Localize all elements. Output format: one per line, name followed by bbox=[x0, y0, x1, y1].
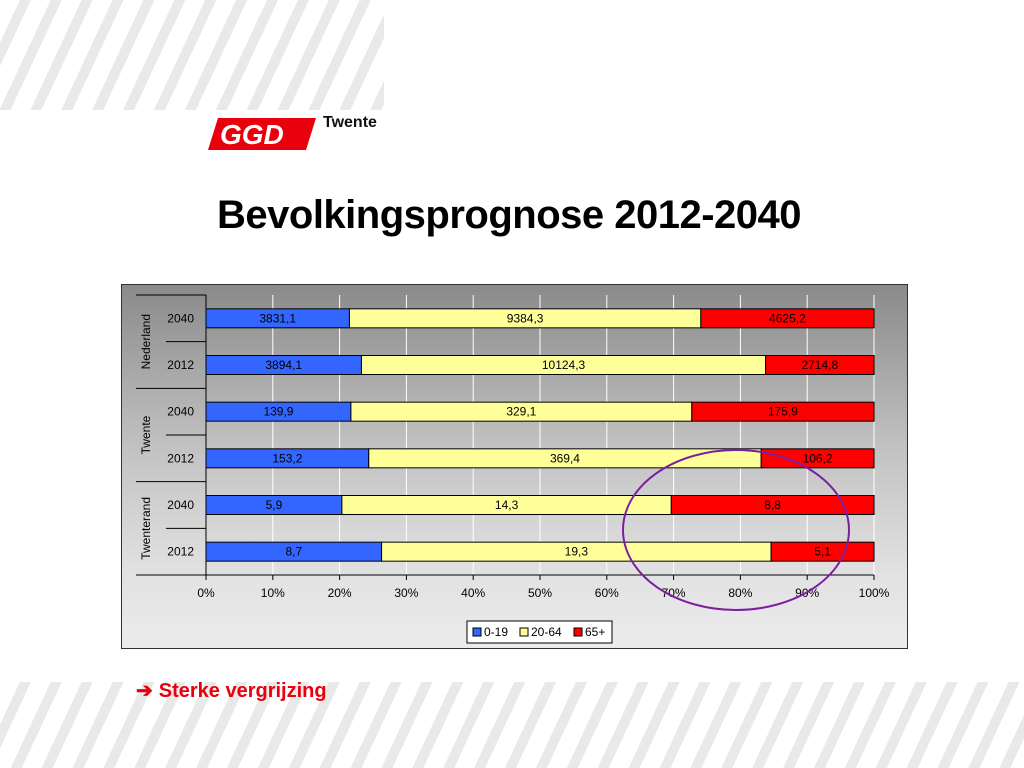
group-label: Twente bbox=[139, 415, 153, 454]
data-label: 175,9 bbox=[768, 405, 798, 419]
data-label: 153,2 bbox=[272, 451, 302, 465]
y-tick-label: 2012 bbox=[167, 358, 194, 372]
data-label: 19,3 bbox=[565, 545, 589, 559]
legend-swatch bbox=[519, 627, 529, 637]
data-label: 4625,2 bbox=[769, 311, 806, 325]
x-tick-label: 0% bbox=[197, 586, 215, 600]
legend-swatch bbox=[573, 627, 583, 637]
legend-label: 65+ bbox=[585, 625, 605, 639]
conclusion-label: Sterke vergrijzing bbox=[158, 680, 327, 702]
conclusion-text: ➔ Sterke vergrijzing bbox=[136, 678, 327, 703]
bar-segment bbox=[670, 495, 875, 515]
data-label: 9384,3 bbox=[507, 311, 544, 325]
group-label: Nederland bbox=[139, 314, 153, 369]
x-tick-label: 40% bbox=[461, 586, 485, 600]
highlight-ellipse bbox=[622, 449, 850, 611]
y-tick-label: 2012 bbox=[167, 451, 194, 465]
data-label: 5,1 bbox=[814, 545, 831, 559]
page-title: Bevolkingsprognose 2012-2040 bbox=[217, 193, 802, 237]
x-tick-label: 10% bbox=[261, 586, 285, 600]
bar-segment bbox=[765, 355, 875, 375]
y-tick-label: 2040 bbox=[167, 311, 194, 325]
decorative-stripes-top bbox=[0, 0, 384, 110]
bar-segment bbox=[691, 401, 875, 422]
data-label: 2714,8 bbox=[801, 358, 838, 372]
bar-segment bbox=[760, 448, 875, 469]
y-tick-label: 2040 bbox=[167, 498, 194, 512]
data-label: 10124,3 bbox=[542, 358, 586, 372]
data-label: 369,4 bbox=[550, 451, 580, 465]
data-label: 139,9 bbox=[263, 405, 293, 419]
decorative-stripes-bottom bbox=[0, 682, 1024, 768]
x-tick-label: 70% bbox=[662, 586, 686, 600]
x-tick-label: 30% bbox=[394, 586, 418, 600]
ggd-logo: GGD bbox=[208, 118, 316, 150]
logo-text: Twente bbox=[323, 114, 377, 131]
legend-swatch bbox=[472, 627, 482, 637]
bar-segment bbox=[770, 541, 875, 562]
data-label: 329,1 bbox=[506, 405, 536, 419]
legend-label: 0-19 bbox=[484, 625, 508, 639]
data-label: 8,7 bbox=[285, 545, 302, 559]
data-label: 106,2 bbox=[803, 451, 833, 465]
y-tick-label: 2040 bbox=[167, 405, 194, 419]
x-tick-label: 80% bbox=[728, 586, 752, 600]
x-tick-label: 100% bbox=[859, 586, 890, 600]
x-tick-label: 60% bbox=[595, 586, 619, 600]
y-tick-label: 2012 bbox=[167, 545, 194, 559]
data-label: 3894,1 bbox=[265, 358, 302, 372]
data-label: 5,9 bbox=[266, 498, 283, 512]
chart-area: 0% 10% 20% 30% 40% 50% 60% 70% 80% 90% 100% 3831,1 9… bbox=[121, 284, 908, 649]
data-label: 3831,1 bbox=[259, 311, 296, 325]
stacked-bar-chart: 0% 10% 20% 30% 40% 50% 60% 70% 80% 90% 100%3831,1 9… bbox=[136, 294, 890, 644]
bar-segment bbox=[700, 308, 875, 329]
x-tick-label: 50% bbox=[528, 586, 552, 600]
data-label: 14,3 bbox=[495, 498, 519, 512]
svg-text:GGD: GGD bbox=[220, 119, 284, 150]
data-label: 8,8 bbox=[764, 498, 781, 512]
right-arrow-icon: ➔ bbox=[136, 680, 153, 702]
legend-label: 20-64 bbox=[531, 625, 562, 639]
group-label: Twenterand bbox=[139, 497, 153, 560]
x-tick-label: 20% bbox=[328, 586, 352, 600]
legend-box bbox=[466, 620, 613, 644]
